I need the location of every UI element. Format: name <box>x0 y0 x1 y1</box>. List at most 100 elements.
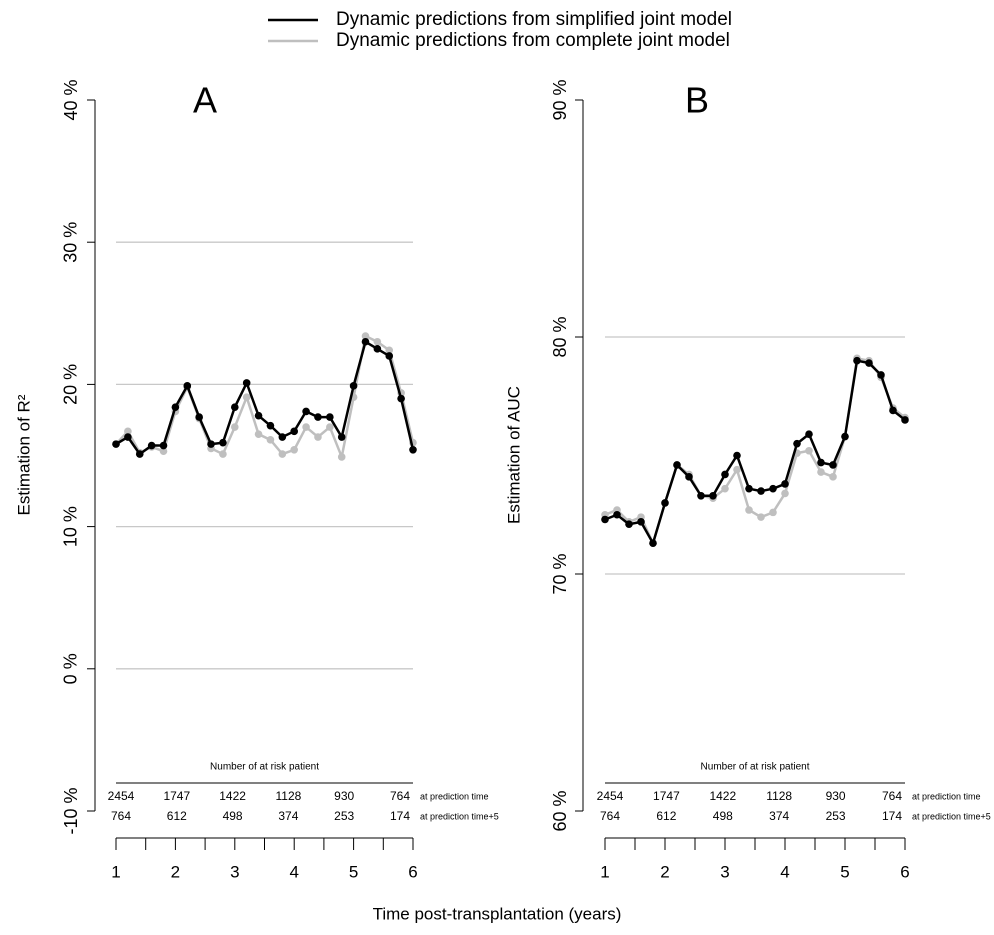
y-tick-label: 0 % <box>61 653 81 684</box>
data-point <box>171 403 180 411</box>
data-point <box>373 345 382 353</box>
legend-label: Dynamic predictions from complete joint … <box>336 30 730 51</box>
y-axis-title: Estimation of R² <box>14 394 33 515</box>
data-point <box>733 465 741 474</box>
x-tick-label: 3 <box>230 862 239 881</box>
y-axis-title: Estimation of AUC <box>504 386 523 524</box>
data-point <box>337 453 346 461</box>
data-point <box>793 439 801 448</box>
data-point <box>901 416 909 424</box>
x-tick-label: 5 <box>840 862 849 881</box>
data-point <box>254 430 263 438</box>
y-tick-label: 90 % <box>550 79 570 120</box>
data-point <box>721 470 729 479</box>
risk-row-label: at prediction time+5 <box>420 811 499 821</box>
risk-count: 1422 <box>709 789 736 803</box>
risk-count: 764 <box>111 809 131 823</box>
data-point <box>135 450 144 458</box>
data-point <box>601 515 609 524</box>
y-tick-label: 60 % <box>550 790 570 831</box>
data-point <box>314 433 322 441</box>
risk-count: 1128 <box>275 789 301 803</box>
y-tick-label: 20 % <box>61 364 81 405</box>
data-point <box>147 441 156 450</box>
data-point <box>124 427 132 436</box>
legend-label: Dynamic predictions from simplified join… <box>336 9 732 30</box>
risk-count: 253 <box>334 809 354 823</box>
y-tick-label: 40 % <box>61 79 81 120</box>
panel-title: A <box>193 80 217 121</box>
data-point <box>266 436 275 444</box>
risk-count: 764 <box>390 789 410 803</box>
data-point <box>278 433 287 441</box>
data-point <box>302 423 310 431</box>
data-point <box>207 440 215 448</box>
x-tick-label: 3 <box>720 862 729 881</box>
data-point <box>361 337 370 346</box>
data-point <box>397 394 405 403</box>
data-point <box>781 480 789 488</box>
risk-count: 498 <box>713 809 733 823</box>
data-point <box>266 421 275 430</box>
data-point <box>661 499 669 507</box>
data-point <box>195 413 203 421</box>
data-point <box>159 447 168 456</box>
y-tick-label: 70 % <box>550 553 570 594</box>
risk-count: 174 <box>882 809 902 823</box>
panel-title: B <box>685 80 709 121</box>
data-point <box>709 491 717 500</box>
data-point <box>409 446 417 454</box>
x-tick-label: 5 <box>349 862 358 881</box>
data-point <box>889 406 897 415</box>
data-point <box>290 427 299 436</box>
data-point <box>733 451 741 460</box>
x-tick-label: 6 <box>408 862 417 881</box>
data-point <box>841 432 849 441</box>
data-point <box>254 411 263 420</box>
x-tick-label: 2 <box>171 862 180 881</box>
data-point <box>745 506 753 514</box>
risk-row-label: at prediction time <box>912 791 981 801</box>
risk-count: 612 <box>167 809 187 823</box>
x-tick-label: 6 <box>900 862 909 881</box>
y-tick-label: 30 % <box>61 222 81 263</box>
data-point <box>829 473 837 481</box>
data-point <box>817 468 825 476</box>
series-line <box>604 359 906 547</box>
data-point <box>649 539 657 547</box>
data-point <box>673 461 681 469</box>
risk-row-label: at prediction time+5 <box>912 811 991 821</box>
risk-count: 1422 <box>219 789 246 803</box>
x-tick-label: 4 <box>780 862 789 881</box>
data-point <box>745 484 753 493</box>
data-point <box>769 484 777 493</box>
data-point <box>625 520 633 529</box>
data-point <box>865 359 873 367</box>
data-point <box>124 433 132 441</box>
data-point <box>337 433 346 441</box>
data-point <box>326 423 334 431</box>
risk-count: 1747 <box>163 789 190 803</box>
data-point <box>219 438 227 447</box>
risk-count: 2454 <box>108 789 135 803</box>
data-point <box>829 461 837 469</box>
data-point <box>314 413 322 421</box>
data-point <box>373 337 382 346</box>
x-tick-label: 4 <box>289 862 298 881</box>
data-point <box>278 450 287 458</box>
data-point <box>817 458 825 467</box>
risk-table-title: Number of at risk patient <box>701 762 810 773</box>
data-point <box>242 379 251 387</box>
data-point <box>231 403 239 411</box>
risk-count: 1747 <box>653 789 680 803</box>
series-line <box>115 334 415 462</box>
data-point <box>853 356 861 365</box>
series-line <box>604 356 906 547</box>
y-tick-label: 10 % <box>61 506 81 547</box>
data-point <box>685 473 693 481</box>
x-axis-title: Time post-transplantation (years) <box>373 904 622 923</box>
risk-count: 374 <box>769 809 789 823</box>
data-point <box>877 371 885 379</box>
risk-row-label: at prediction time <box>420 791 489 801</box>
